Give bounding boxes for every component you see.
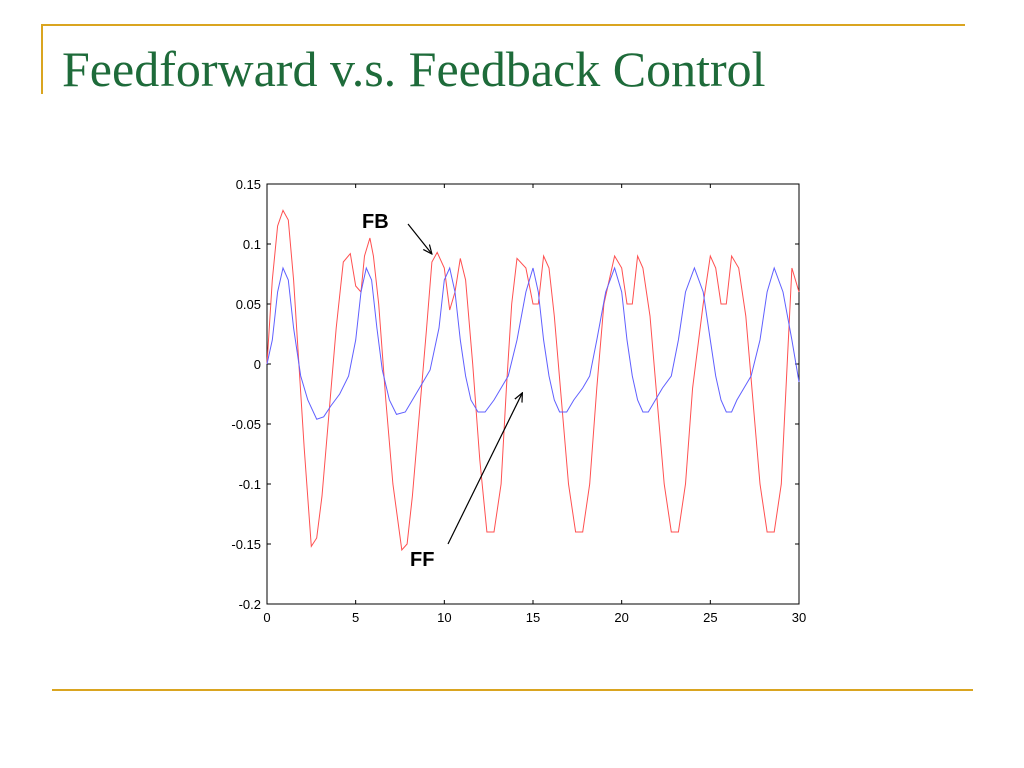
annotation-ff-arrow — [447, 393, 522, 545]
series-line-ff — [266, 266, 800, 420]
series-line-fb — [266, 209, 800, 552]
x-tick-label: 30 — [792, 610, 806, 625]
top-rule — [41, 24, 965, 26]
left-rule — [41, 24, 43, 94]
x-tick-label: 15 — [526, 610, 540, 625]
x-tick-label: 20 — [614, 610, 628, 625]
x-tick-label: 10 — [437, 610, 451, 625]
y-tick-label: -0.1 — [239, 477, 261, 492]
y-tick-label: 0.15 — [236, 177, 261, 192]
y-tick-label: -0.05 — [231, 417, 261, 432]
annotation-fb-arrow — [407, 223, 432, 254]
x-tick-label: 25 — [703, 610, 717, 625]
plot-area — [266, 183, 800, 605]
annotation-fb-label: FB — [362, 211, 389, 233]
bottom-rule — [52, 689, 973, 691]
y-tick-label: 0.05 — [236, 297, 261, 312]
slide-title: Feedforward v.s. Feedback Control — [62, 41, 766, 97]
y-tick-label: -0.2 — [239, 597, 261, 612]
x-tick-label: 0 — [263, 610, 270, 625]
y-tick-label: 0 — [254, 357, 261, 372]
annotation-ff-label: FF — [410, 549, 434, 571]
x-tick-label: 5 — [352, 610, 359, 625]
y-tick-label: -0.15 — [231, 537, 261, 552]
y-tick-label: 0.1 — [243, 237, 261, 252]
